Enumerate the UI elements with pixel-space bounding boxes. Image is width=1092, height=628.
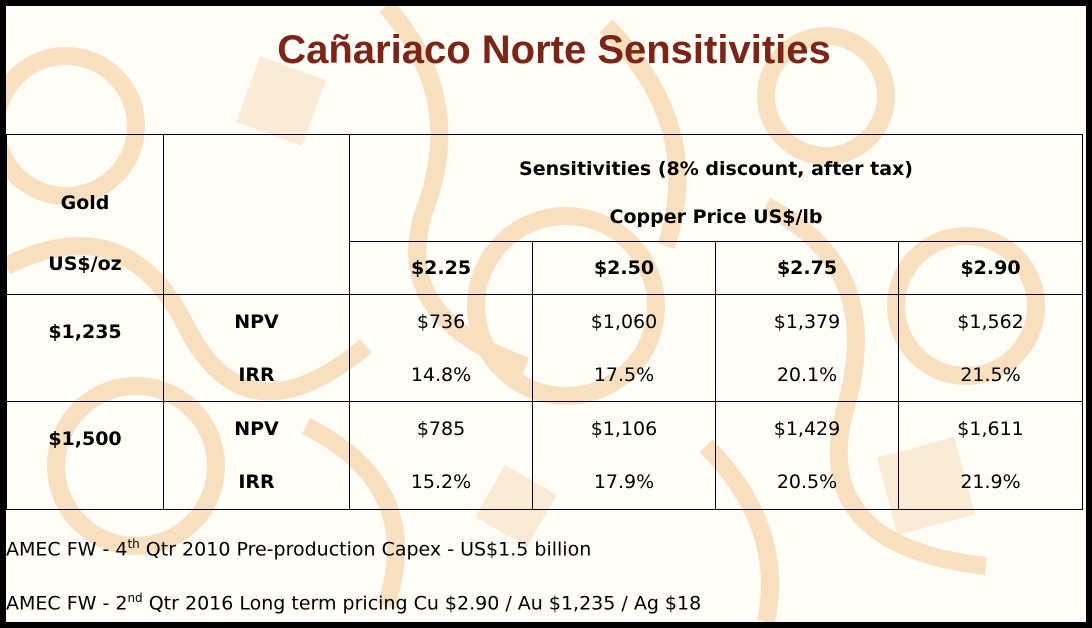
npv-value: $1,429 bbox=[773, 417, 841, 440]
copper-price-header: $2.75 bbox=[715, 241, 899, 295]
irr-value: 21.5% bbox=[960, 363, 1021, 386]
metric-label-cell: NPV IRR bbox=[163, 401, 350, 510]
note-text: AMEC FW - 2 bbox=[6, 592, 128, 615]
note-superscript: nd bbox=[127, 591, 143, 605]
npv-value: $785 bbox=[416, 417, 466, 440]
irr-value: 17.5% bbox=[593, 363, 655, 386]
sensitivity-header-cell: Sensitivities (8% discount, after tax) C… bbox=[348, 134, 1084, 242]
irr-value: 20.5% bbox=[776, 471, 838, 494]
npv-value: $1,562 bbox=[957, 310, 1024, 333]
irr-value: 21.9% bbox=[960, 471, 1021, 494]
npv-label: NPV bbox=[234, 417, 279, 440]
gold-price-cell: $1,235 bbox=[6, 294, 164, 402]
value-cell: $1,106 17.9% bbox=[532, 401, 716, 510]
copper-label: Copper Price US$/lb bbox=[609, 206, 823, 228]
sensitivity-table: Gold US$/oz Sensitivities (8% discount, … bbox=[6, 134, 1084, 510]
gold-header-cell: Gold US$/oz bbox=[6, 134, 164, 295]
gold-label: Gold bbox=[60, 192, 110, 215]
value-cell: $1,379 20.1% bbox=[715, 294, 899, 402]
gold-price-cell: $1,500 bbox=[6, 401, 164, 510]
irr-value: 15.2% bbox=[410, 471, 472, 494]
slide: Cañariaco Norte Sensitivities Gold US$/o… bbox=[6, 6, 1086, 622]
gold-unit: US$/oz bbox=[48, 252, 122, 275]
irr-value: 20.1% bbox=[776, 363, 838, 386]
npv-value: $1,106 bbox=[590, 417, 658, 440]
copper-price-header: $2.50 bbox=[532, 241, 716, 295]
value-cell: $736 14.8% bbox=[349, 294, 533, 402]
value-cell: $785 15.2% bbox=[349, 401, 533, 510]
irr-value: 17.9% bbox=[593, 471, 655, 494]
copper-price-header: $2.90 bbox=[897, 241, 1084, 295]
value-cell: $1,060 17.5% bbox=[532, 294, 716, 402]
npv-label: NPV bbox=[234, 310, 279, 333]
metric-header-cell bbox=[163, 134, 350, 295]
page-title: Cañariaco Norte Sensitivities bbox=[277, 28, 831, 72]
sensitivity-label: Sensitivities (8% discount, after tax) bbox=[519, 158, 913, 180]
value-cell: $1,429 20.5% bbox=[715, 401, 899, 510]
value-cell: $1,562 21.5% bbox=[897, 294, 1084, 402]
irr-value: 14.8% bbox=[410, 363, 472, 386]
irr-label: IRR bbox=[238, 471, 275, 494]
copper-price-header: $2.25 bbox=[349, 241, 533, 295]
note-text: Qtr 2010 Pre-production Capex - US$1.5 b… bbox=[139, 538, 592, 561]
metric-label-cell: NPV IRR bbox=[163, 294, 350, 402]
npv-value: $736 bbox=[416, 310, 466, 333]
table-row: $1,235 NPV IRR $736 14.8% $1,060 17.5% $1,… bbox=[6, 294, 1084, 402]
npv-value: $1,611 bbox=[957, 417, 1024, 440]
irr-label: IRR bbox=[238, 363, 275, 386]
capex-note: AMEC FW - 4th Qtr 2010 Pre-production Ca… bbox=[6, 537, 591, 560]
pricing-note: AMEC FW - 2nd Qtr 2016 Long term pricing… bbox=[6, 591, 701, 614]
note-text: AMEC FW - 4 bbox=[6, 538, 128, 561]
table-row: $1,500 NPV IRR $785 15.2% $1,106 17.9% $1,… bbox=[6, 401, 1084, 510]
note-text: Qtr 2016 Long term pricing Cu $2.90 / Au… bbox=[142, 592, 702, 615]
npv-value: $1,060 bbox=[590, 310, 658, 333]
note-superscript: th bbox=[127, 537, 140, 551]
npv-value: $1,379 bbox=[773, 310, 841, 333]
value-cell: $1,611 21.9% bbox=[897, 401, 1084, 510]
